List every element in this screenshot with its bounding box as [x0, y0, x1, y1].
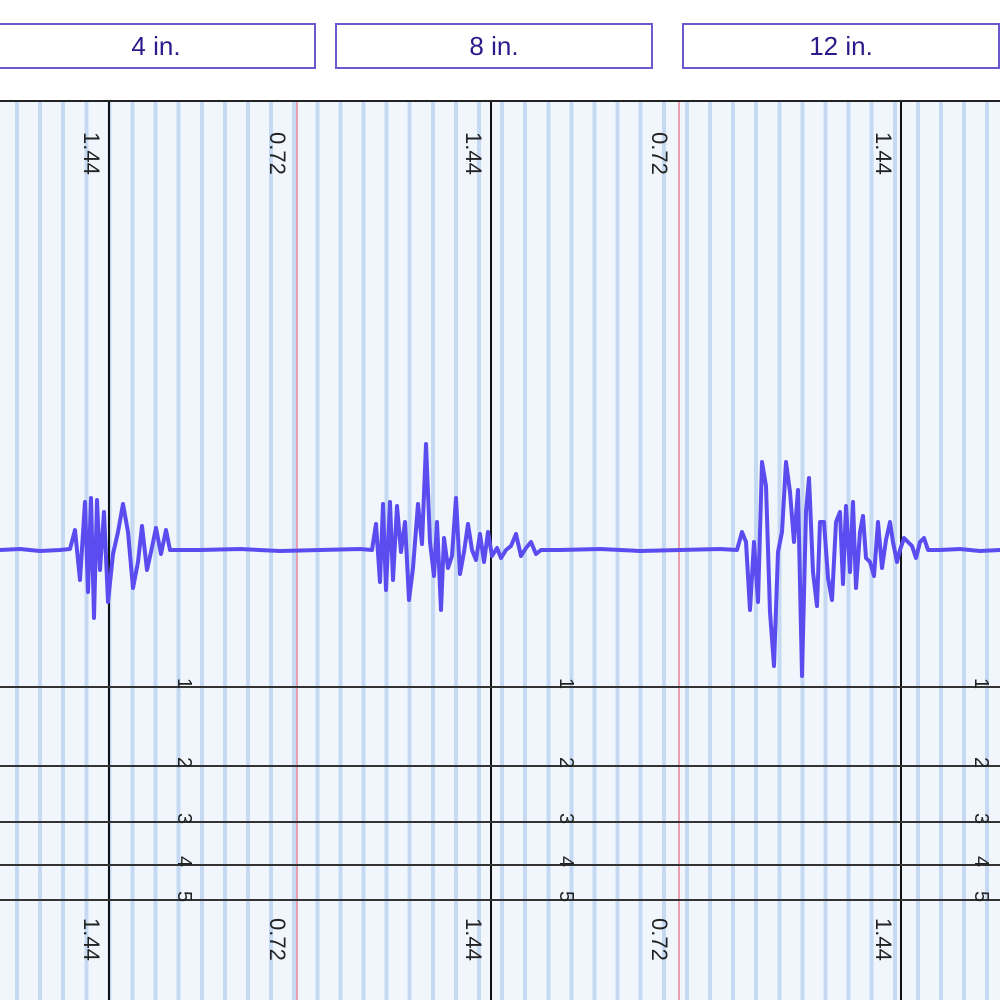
depth-line-5	[0, 899, 1000, 901]
depth-line-2	[0, 765, 1000, 767]
depth-line-3	[0, 821, 1000, 823]
tab-4-in[interactable]: 4 in.	[0, 23, 316, 69]
tab-12-in[interactable]: 12 in.	[682, 23, 1000, 69]
waveform-trace	[0, 442, 1000, 678]
waveform-chart[interactable]: 1.44 0.72 1.44 0.72 1.44 1.44 0.72 1.44 …	[0, 100, 1000, 1000]
probe-size-tabs: 4 in. 8 in. 12 in.	[0, 0, 1000, 100]
depth-line-1	[0, 686, 1000, 688]
marker-line	[108, 102, 110, 1000]
depth-line-4	[0, 864, 1000, 866]
tab-8-in[interactable]: 8 in.	[335, 23, 653, 69]
